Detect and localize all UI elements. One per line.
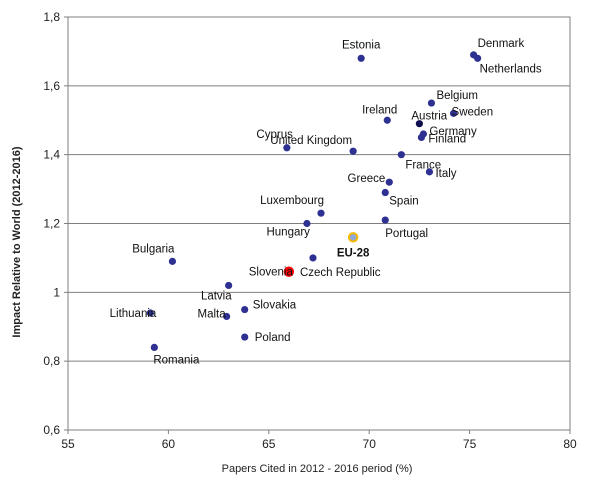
label-united-kingdom: United Kingdom (270, 135, 352, 147)
y-tick-label: 1,2 (43, 217, 60, 231)
label-sweden: Sweden (452, 106, 494, 118)
x-axis-title: Papers Cited in 2012 - 2016 period (%) (222, 463, 413, 475)
y-tick-label: 1,6 (43, 79, 60, 93)
point-portugal (381, 216, 389, 224)
label-bulgaria: Bulgaria (132, 243, 175, 255)
label-lithuania: Lithuania (110, 308, 157, 320)
point-luxembourg (317, 209, 325, 217)
label-netherlands: Netherlands (480, 63, 542, 75)
point-slovenia (283, 266, 295, 277)
label-germany: Germany (429, 126, 477, 138)
label-belgium: Belgium (436, 90, 478, 102)
x-tick-label: 55 (61, 437, 75, 451)
label-greece: Greece (348, 173, 386, 185)
point-italy (425, 168, 434, 176)
label-cyprus: Cyprus (256, 129, 293, 141)
data-points (146, 51, 482, 351)
tick-labels: 0,6 0,8 1 1,2 1,4 1,6 1,8 55 60 65 70 75 80 (43, 10, 577, 451)
x-tick-label: 70 (363, 437, 377, 451)
label-spain: Spain (389, 196, 418, 208)
y-tick-label: 1,8 (43, 10, 60, 24)
label-romania: Romania (153, 354, 200, 366)
point-malta (223, 312, 231, 321)
point-austria (415, 120, 423, 128)
point-lithuania (146, 309, 154, 317)
point-hungary (303, 219, 311, 228)
point-slovakia (241, 305, 249, 314)
axes (64, 16, 571, 434)
label-france: France (405, 160, 441, 172)
y-axis-title: Impact Relative to World (2012-2016) (11, 146, 23, 337)
label-malta: Malta (198, 308, 227, 320)
point-netherlands (474, 54, 482, 62)
label-eu-28: EU-28 (337, 247, 370, 259)
label-latvia: Latvia (201, 290, 232, 302)
x-tick-label: 65 (262, 437, 276, 451)
point-czech-republic (309, 254, 317, 262)
label-poland: Poland (255, 332, 291, 344)
label-austria: Austria (411, 111, 447, 123)
point-spain (381, 188, 389, 197)
y-tick-label: 0,6 (43, 423, 60, 437)
y-tick-label: 0,8 (43, 354, 60, 368)
y-tick-label: 1,4 (43, 148, 60, 162)
point-labels: Denmark Netherlands Estonia Belgium Ireland A… (110, 38, 542, 367)
point-bulgaria (168, 257, 177, 265)
point-latvia (225, 281, 233, 290)
label-ireland: Ireland (362, 104, 397, 116)
label-finland: Finland (428, 133, 466, 145)
point-france (397, 151, 405, 159)
point-united-kingdom (349, 147, 357, 155)
point-romania (150, 343, 158, 351)
label-hungary: Hungary (266, 227, 310, 239)
label-luxembourg: Luxembourg (260, 195, 324, 207)
point-belgium (427, 99, 436, 107)
point-poland (241, 333, 249, 341)
point-finland (417, 133, 426, 142)
label-slovakia: Slovakia (253, 300, 297, 312)
x-tick-label: 60 (162, 437, 176, 451)
point-sweden (449, 109, 458, 117)
label-portugal: Portugal (385, 228, 428, 240)
y-tick-label: 1 (53, 285, 60, 299)
label-denmark: Denmark (478, 38, 525, 50)
label-italy: Italy (435, 168, 456, 180)
label-estonia: Estonia (342, 39, 381, 51)
x-tick-label: 75 (463, 437, 477, 451)
label-slovenia: Slovenia (249, 267, 294, 279)
x-tick-label: 80 (563, 437, 577, 451)
point-cyprus (283, 144, 291, 152)
label-czech-republic: Czech Republic (300, 267, 381, 279)
point-eu-28 (347, 232, 359, 243)
point-greece (385, 178, 393, 186)
point-estonia (357, 54, 365, 62)
point-ireland (383, 116, 391, 124)
